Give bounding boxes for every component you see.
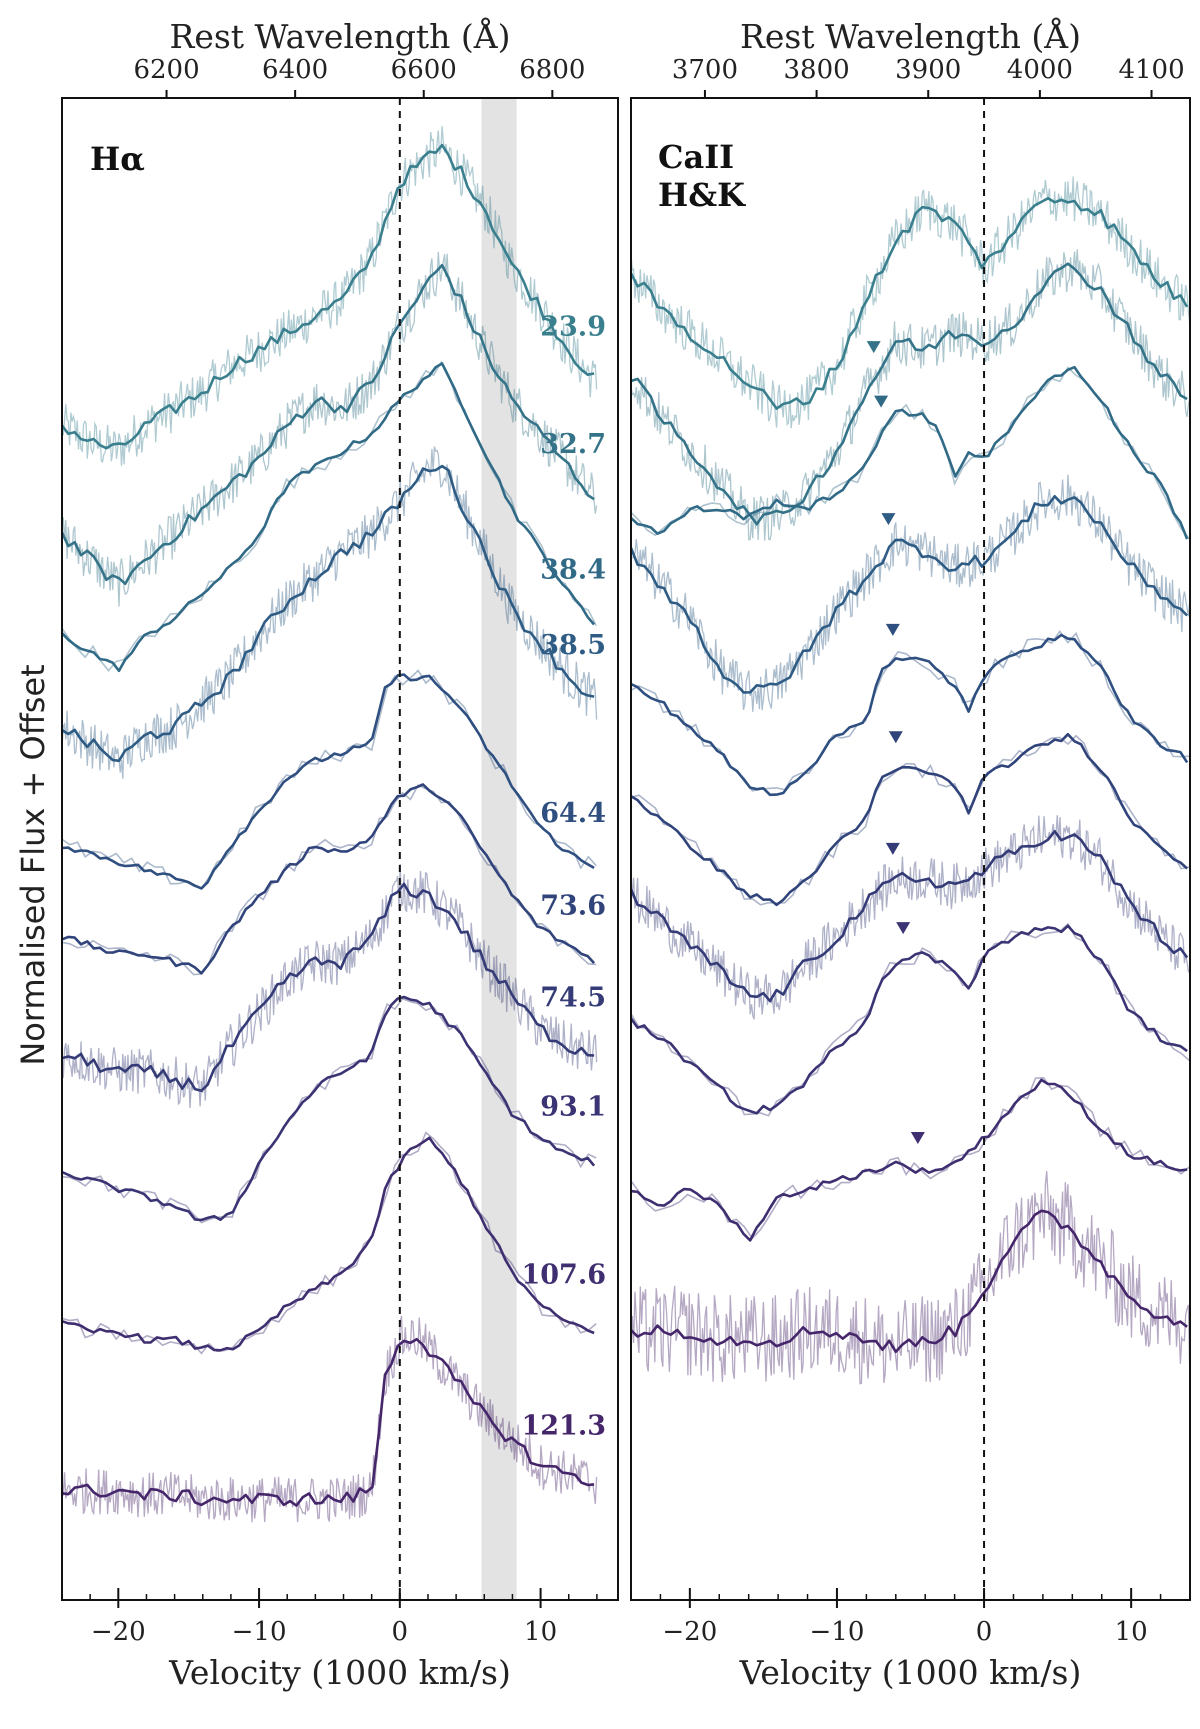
epoch-label: 74.5 — [540, 983, 606, 1014]
x-tick-label: 10 — [1115, 1617, 1148, 1647]
x-axis-title: Velocity (1000 km/s) — [739, 1653, 1082, 1692]
spectrum-raw-caii-121.3 — [630, 1171, 1191, 1385]
spectrum-halpha-93.1 — [61, 995, 596, 1222]
top-tick-label: 3900 — [895, 55, 961, 85]
epoch-label: 32.7 — [540, 429, 606, 460]
spectrum-raw-halpha-32.7 — [61, 251, 598, 607]
feature-marker — [874, 395, 889, 408]
spectrum-raw-caii-93.1 — [630, 922, 1190, 1117]
spectrum-raw-caii-73.6 — [630, 734, 1190, 906]
x-tick-label: −20 — [662, 1617, 717, 1647]
top-tick-label: 6600 — [391, 55, 457, 85]
spectrum-raw-caii-32.7 — [630, 249, 1191, 541]
spectrum-caii-74.5 — [629, 830, 1189, 1003]
spectrum-halpha-74.5 — [61, 882, 595, 1093]
top-tick-label: 3800 — [783, 55, 849, 85]
top-tick-label: 4000 — [1007, 55, 1073, 85]
top-axis-title: Rest Wavelength (Å) — [169, 16, 510, 56]
axes-frame — [61, 97, 619, 1601]
epoch-label: 64.4 — [540, 798, 606, 829]
spectrum-halpha-38.5 — [61, 464, 595, 763]
spectrum-halpha-38.4 — [61, 362, 596, 673]
epoch-label: 73.6 — [540, 890, 606, 921]
epoch-label: 93.1 — [540, 1092, 606, 1123]
spectrum-caii-38.4 — [630, 365, 1189, 540]
spectrum-raw-halpha-74.5 — [61, 863, 598, 1108]
spectrum-raw-halpha-23.9 — [61, 126, 598, 466]
spectrum-caii-32.7 — [630, 262, 1188, 526]
spectrum-halpha-23.9 — [60, 143, 595, 450]
x-tick-label: 0 — [392, 1617, 409, 1647]
top-axis-title: Rest Wavelength (Å) — [740, 16, 1081, 56]
spectrum-halpha-32.7 — [60, 263, 595, 586]
epoch-label: 23.9 — [540, 311, 606, 342]
panel-label: H&K — [658, 176, 746, 214]
top-tick-label: 4100 — [1118, 55, 1184, 85]
spectrum-caii-64.4 — [630, 633, 1189, 797]
spectrum-caii-107.6 — [630, 1078, 1188, 1242]
panel-label: Hα — [90, 140, 145, 178]
spectrum-raw-caii-38.4 — [630, 366, 1190, 540]
spectrum-caii-38.5 — [629, 495, 1189, 694]
x-tick-label: −20 — [91, 1617, 146, 1647]
epoch-label: 38.5 — [540, 630, 606, 661]
spectrum-halpha-73.6 — [61, 783, 596, 975]
feature-marker — [881, 513, 896, 526]
feature-marker — [888, 731, 903, 744]
spectrum-raw-caii-107.6 — [630, 1076, 1190, 1240]
feature-marker — [885, 623, 900, 636]
top-tick-label: 6200 — [133, 55, 199, 85]
telluric-band — [481, 98, 517, 1600]
x-tick-label: 10 — [524, 1617, 557, 1647]
x-axis-title: Velocity (1000 km/s) — [168, 1653, 511, 1692]
axes-frame — [630, 97, 1191, 1601]
panel-label: CaII — [658, 138, 734, 176]
feature-marker — [896, 922, 911, 935]
spectrum-raw-halpha-38.4 — [61, 360, 597, 672]
x-tick-label: −10 — [810, 1617, 865, 1647]
x-tick-label: 0 — [976, 1617, 993, 1647]
spectrum-raw-caii-74.5 — [630, 815, 1191, 1020]
x-tick-label: −10 — [232, 1617, 287, 1647]
spectrum-raw-halpha-38.5 — [61, 446, 598, 779]
spectrum-raw-caii-38.5 — [630, 474, 1191, 712]
panel-caii: −20 −10 0 10 3700 3800 3900 4000 4100 Velocity (1… — [629, 16, 1191, 1692]
spectrum-caii-23.9 — [629, 197, 1189, 410]
spectrum-halpha-64.4 — [61, 673, 595, 890]
top-tick-label: 3700 — [672, 55, 738, 85]
y-axis-label: Normalised Flux + Offset — [14, 664, 52, 1065]
feature-marker — [866, 341, 881, 354]
panel-halpha: 23.9 32.7 38.4 38.5 64.4 73.6 74.5 93.1 107.6 121… — [60, 16, 619, 1692]
spectrum-caii-93.1 — [629, 924, 1188, 1115]
spectrum-caii-121.3 — [630, 1209, 1188, 1354]
epoch-label: 121.3 — [521, 1411, 606, 1442]
top-tick-label: 6400 — [262, 55, 328, 85]
spectrum-halpha-121.3 — [61, 1337, 595, 1507]
spectrum-halpha-107.6 — [61, 1136, 595, 1352]
spectrum-raw-halpha-121.3 — [61, 1315, 598, 1523]
epoch-label: 38.4 — [540, 555, 606, 586]
feature-marker — [885, 842, 900, 855]
top-tick-label: 6800 — [519, 55, 585, 85]
feature-marker — [910, 1131, 925, 1144]
epoch-label: 107.6 — [521, 1259, 606, 1290]
spectrum-caii-73.6 — [630, 732, 1188, 907]
